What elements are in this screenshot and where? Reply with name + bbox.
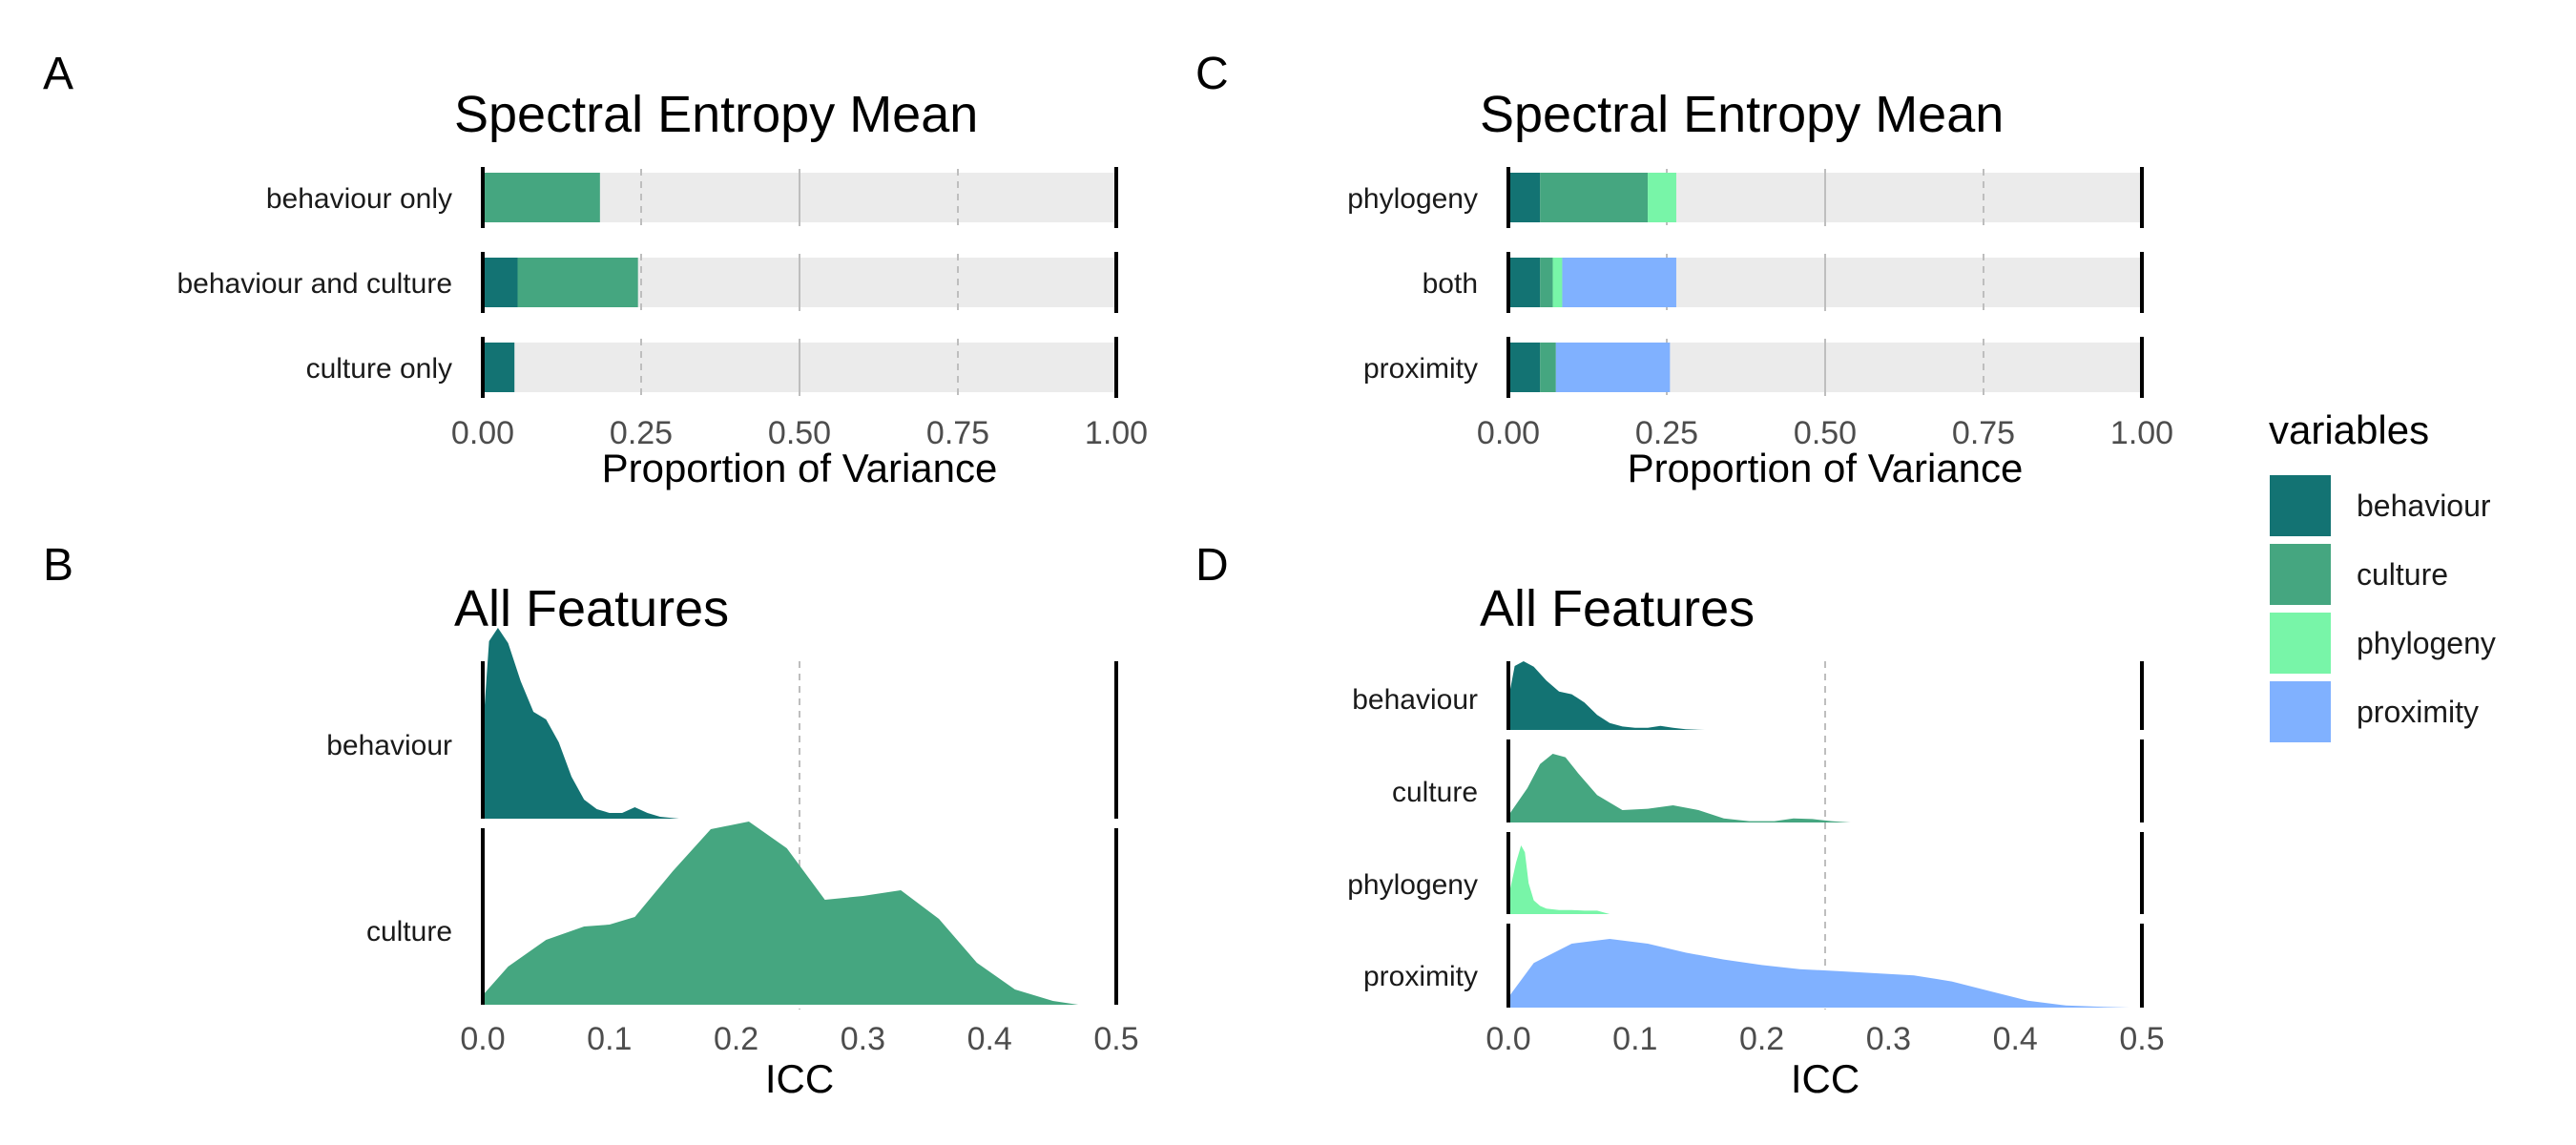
bar-segment-behaviour: [1508, 258, 1541, 307]
category-label: phylogeny: [1347, 869, 1478, 901]
legend-label: proximity: [2357, 695, 2479, 729]
category-label: culture only: [306, 353, 452, 385]
category-label: culture: [1392, 777, 1478, 808]
x-tick-label: 0.4: [967, 1021, 1012, 1057]
density-ridge-culture: [483, 822, 1079, 1005]
category-label: proximity: [1363, 961, 1478, 992]
x-tick-label: 0.1: [1612, 1021, 1657, 1057]
legend-label: phylogeny: [2357, 626, 2496, 660]
x-tick-label: 0.0: [460, 1021, 505, 1057]
category-label: behaviour: [326, 730, 452, 761]
panel-b: B All Features 0.0 0.1 0.2 0.3 0.4 0.5 ICC behavi…: [43, 540, 1139, 1101]
x-axis-title: ICC: [1791, 1056, 1859, 1101]
chart-title: Spectral Entropy Mean: [1480, 86, 2004, 143]
bar-segment-culture: [1540, 173, 1649, 222]
category-label: proximity: [1363, 353, 1478, 385]
panel-label: C: [1195, 49, 1229, 99]
x-tick-label: 0.00: [451, 415, 514, 451]
category-label: culture: [366, 916, 452, 947]
x-tick-label: 0.4: [1993, 1021, 2038, 1057]
category-label: phylogeny: [1347, 183, 1478, 215]
density-ridge-culture: [1508, 754, 1851, 822]
x-tick-label: 0.5: [2119, 1021, 2164, 1057]
bar-segment-behaviour: [1508, 343, 1541, 392]
x-tick-label: 0.2: [714, 1021, 758, 1057]
density-ridge-behaviour: [483, 628, 679, 819]
bar-segment-phylogeny: [1648, 173, 1676, 222]
bar-segment-culture: [483, 173, 600, 222]
x-tick-label: 1.00: [2110, 415, 2173, 451]
panel-label: D: [1195, 540, 1229, 591]
bar-segment-phylogeny: [1552, 258, 1563, 307]
bar-segment-culture: [1540, 258, 1553, 307]
chart-title: Spectral Entropy Mean: [454, 86, 978, 143]
x-tick-label: 0.00: [1477, 415, 1540, 451]
bar-segment-behaviour: [483, 343, 515, 392]
category-label: both: [1423, 268, 1478, 300]
x-tick-label: 0.3: [841, 1021, 885, 1057]
x-tick-label: 0.50: [1794, 415, 1857, 451]
bar-segment-culture: [1540, 343, 1556, 392]
legend: variables behaviour culture phylogeny proxim…: [2268, 407, 2496, 744]
legend-title: variables: [2269, 407, 2429, 452]
x-tick-label: 0.1: [587, 1021, 632, 1057]
panel-c: C Spectral Entropy Mean 0.00 0.25 0.50 0.75 1.…: [1195, 49, 2173, 490]
legend-label: behaviour: [2357, 489, 2491, 523]
panel-label: A: [43, 49, 73, 99]
x-tick-label: 0.75: [926, 415, 989, 451]
x-tick-label: 0.5: [1093, 1021, 1138, 1057]
category-label: behaviour: [1352, 684, 1478, 716]
legend-label: culture: [2357, 557, 2448, 592]
x-tick-label: 0.50: [768, 415, 831, 451]
bar-segment-behaviour: [483, 258, 518, 307]
x-tick-label: 0.3: [1866, 1021, 1911, 1057]
x-tick-label: 1.00: [1085, 415, 1148, 451]
category-label: behaviour and culture: [177, 268, 452, 300]
density-ridge-proximity: [1508, 939, 2129, 1008]
panel-d: D All Features 0.0 0.1 0.2 0.3 0.4 0.5 ICC behavi…: [1195, 540, 2165, 1101]
x-axis-title: Proportion of Variance: [1628, 446, 2024, 490]
category-label: behaviour only: [266, 183, 452, 215]
legend-swatch-behaviour: [2268, 473, 2333, 538]
chart-title: All Features: [454, 580, 729, 637]
panel-a: A Spectral Entropy Mean 0.00 0.25 0.50 0.75 1.…: [43, 49, 1148, 490]
legend-swatch-proximity: [2268, 679, 2333, 744]
chart-title: All Features: [1480, 580, 1755, 637]
x-tick-label: 0.25: [1635, 415, 1698, 451]
density-ridge-behaviour: [1508, 661, 1705, 730]
legend-swatch-phylogeny: [2268, 611, 2333, 676]
density-ridge-phylogeny: [1508, 845, 1610, 914]
x-tick-label: 0.75: [1952, 415, 2015, 451]
x-axis-title: ICC: [765, 1056, 834, 1101]
legend-swatch-culture: [2268, 542, 2333, 607]
x-axis-title: Proportion of Variance: [602, 446, 998, 490]
bar-segment-behaviour: [1508, 173, 1541, 222]
x-tick-label: 0.0: [1485, 1021, 1530, 1057]
panels-layer: A Spectral Entropy Mean 0.00 0.25 0.50 0.75 1.…: [43, 49, 2173, 1101]
bar-segment-culture: [517, 258, 638, 307]
x-tick-label: 0.25: [610, 415, 673, 451]
bar-segment-proximity: [1562, 258, 1676, 307]
x-tick-label: 0.2: [1739, 1021, 1784, 1057]
panel-label: B: [43, 540, 73, 591]
bar-segment-proximity: [1555, 343, 1671, 392]
